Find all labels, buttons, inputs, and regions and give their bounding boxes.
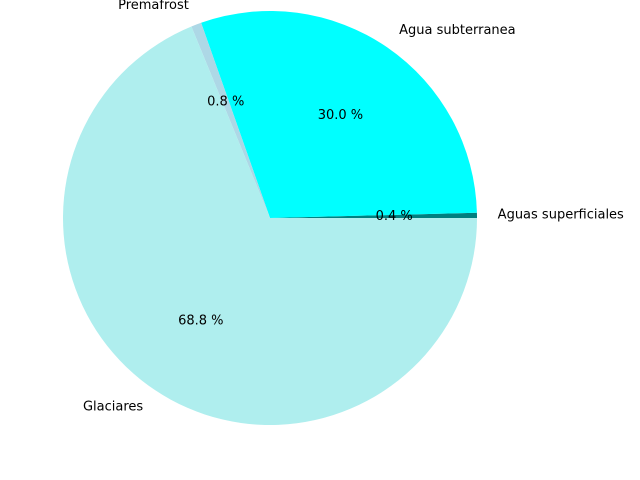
pie-slice-glaciares [62,26,477,426]
pie-slice-agua-subterranea [201,11,477,218]
pie-labels: Aguas superficiales 0.4 % Agua subterranea… [83,0,624,415]
slice-percent-label: 0.8 % [207,94,244,109]
pie-slice-premafrost [191,22,270,218]
slice-label: Premafrost [118,0,189,13]
pie-slice-aguas-superficiales [270,212,477,218]
slice-percent-label: 30.0 % [318,108,363,123]
pie-slices [62,11,477,426]
slice-percent-label: 0.4 % [376,209,413,224]
slice-label: Agua subterranea [399,23,515,38]
slice-percent-label: 68.8 % [178,314,223,329]
slice-label: Glaciares [83,400,143,415]
slice-label: Aguas superficiales [498,208,624,223]
